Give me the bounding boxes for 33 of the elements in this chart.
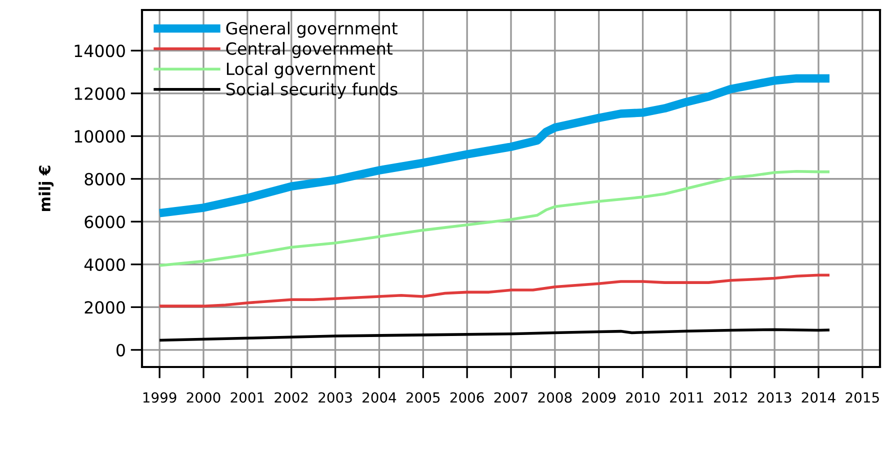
x-tick-label: 2007 xyxy=(494,392,528,403)
x-tick-label: 2002 xyxy=(274,392,308,403)
y-tick-label: 2000 xyxy=(84,301,125,314)
x-tick-label: 2010 xyxy=(626,392,660,403)
y-tick-label: 4000 xyxy=(84,258,125,271)
x-tick-label: 2001 xyxy=(230,392,264,403)
y-tick-label: 6000 xyxy=(84,216,125,228)
x-tick-label: 2009 xyxy=(582,392,616,403)
legend-label: Local government xyxy=(226,62,376,78)
y-tick-label: 0 xyxy=(116,344,125,356)
x-tick-label: 2005 xyxy=(406,392,440,403)
y-tick-label: 10000 xyxy=(74,130,125,143)
line-series xyxy=(158,170,831,267)
y-axis-title: milj € xyxy=(38,166,54,212)
y-tick-label: 12000 xyxy=(74,87,125,100)
x-tick-label: 2004 xyxy=(362,392,396,403)
legend-label: General government xyxy=(226,22,398,38)
x-tick-label: 2003 xyxy=(318,392,352,403)
x-tick-label: 2006 xyxy=(450,392,484,403)
y-tick-label: 8000 xyxy=(84,172,125,186)
legend-label: Central government xyxy=(226,42,393,58)
x-tick-label: 2015 xyxy=(846,392,879,403)
line-series xyxy=(158,328,831,342)
x-tick-label: 1999 xyxy=(143,392,176,403)
x-tick-label: 2008 xyxy=(538,392,572,403)
x-tick-label: 2014 xyxy=(802,392,836,403)
x-tick-label: 2013 xyxy=(758,392,792,403)
x-tick-label: 2012 xyxy=(714,392,747,403)
line-series xyxy=(158,274,831,308)
legend-label: Social security funds xyxy=(226,82,398,99)
y-tick-label: 14000 xyxy=(74,44,125,58)
x-tick-label: 2000 xyxy=(186,392,220,403)
x-tick-label: 2011 xyxy=(670,392,704,403)
